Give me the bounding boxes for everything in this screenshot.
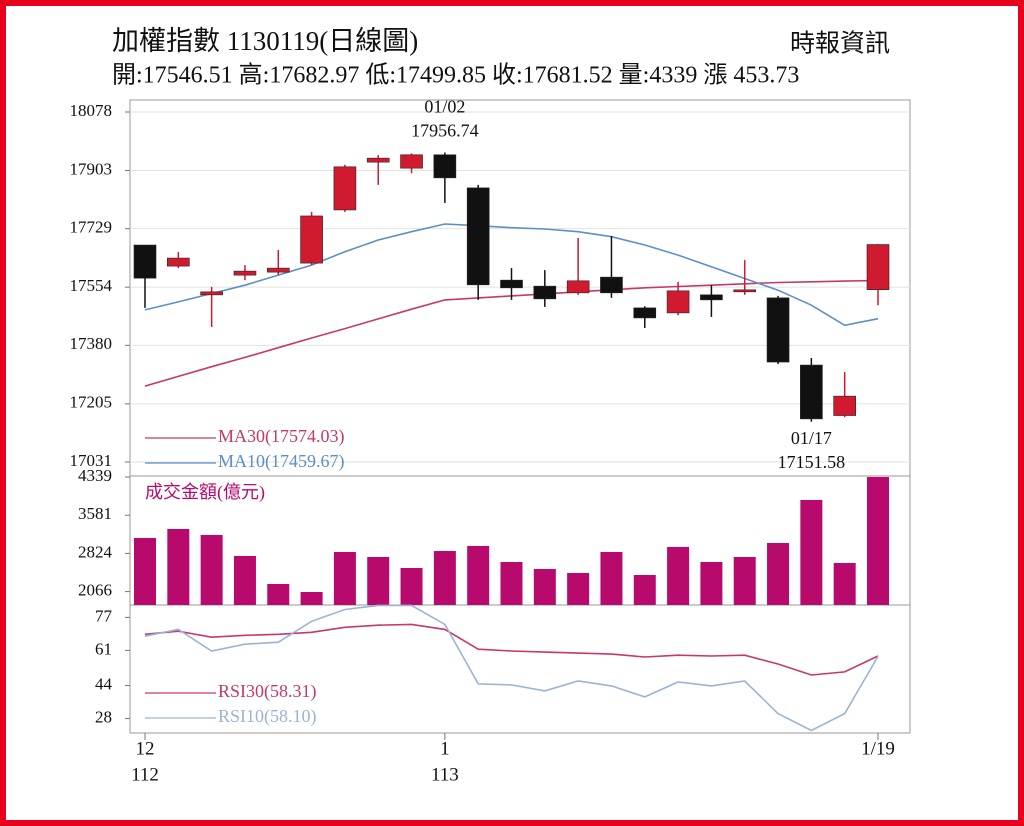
- bar: [300, 591, 323, 605]
- candle-body: [500, 279, 523, 289]
- bar: [867, 477, 889, 605]
- x-tick-label: 12: [136, 738, 155, 759]
- y-tick-label: 17205: [70, 393, 113, 412]
- y-tick-label: 17554: [70, 276, 113, 295]
- subtitle: 開:17546.51 高:17682.97 低:17499.85 收:17681…: [112, 62, 799, 89]
- candle-body: [600, 276, 623, 294]
- candle-body: [167, 257, 190, 267]
- legend-label: MA30(17574.03): [218, 426, 345, 447]
- candle-body: [633, 307, 657, 319]
- candle-body: [666, 290, 690, 314]
- bar: [433, 551, 456, 605]
- bar: [800, 499, 823, 605]
- chart-title: 加權指數 1130119(日線圖): [112, 26, 418, 56]
- x-year-label: 112: [131, 764, 159, 785]
- bar: [733, 557, 756, 605]
- candle-body: [866, 244, 890, 290]
- bar: [267, 583, 290, 605]
- bar: [700, 561, 723, 605]
- y-tick-label: 44: [95, 674, 113, 693]
- y-tick-label: 77: [95, 606, 113, 625]
- bar: [567, 572, 590, 605]
- annotation-value: 17151.58: [778, 452, 846, 472]
- y-tick-label: 28: [95, 707, 112, 726]
- y-tick-label: 17380: [70, 334, 113, 353]
- bar: [500, 561, 523, 605]
- y-tick-label: 2066: [78, 580, 112, 599]
- bar: [667, 546, 690, 605]
- line: [144, 623, 879, 676]
- annotation-value: 17956.74: [411, 121, 479, 141]
- candle-body: [766, 297, 790, 363]
- bar: [400, 567, 423, 605]
- candle-body: [533, 285, 557, 300]
- y-tick-label: 61: [95, 639, 112, 658]
- y-tick-label: 2824: [78, 542, 113, 561]
- bar: [333, 551, 356, 605]
- legend-label: RSI30(58.31): [218, 681, 317, 702]
- candle-body: [200, 291, 223, 296]
- y-tick-label: 17031: [70, 451, 113, 470]
- candle-body: [800, 364, 823, 420]
- candle-body: [233, 270, 257, 276]
- plot-frame: [129, 99, 911, 734]
- legend-label: RSI10(58.10): [218, 706, 317, 727]
- bar: [467, 545, 490, 605]
- candle-body: [833, 395, 856, 416]
- candle-body: [566, 280, 590, 294]
- candle-body: [733, 289, 757, 293]
- bar: [134, 538, 156, 605]
- y-tick-label: 3581: [78, 504, 112, 523]
- y-tick-label: 4339: [78, 466, 112, 485]
- candle-body: [366, 157, 390, 163]
- candle-body: [333, 166, 357, 211]
- source: 時報資訊: [790, 30, 890, 58]
- y-tick-label: 17729: [70, 218, 113, 237]
- panel-label: 成交金額(億元): [145, 482, 265, 503]
- bar: [833, 563, 856, 605]
- bar: [633, 575, 656, 605]
- bar: [200, 534, 223, 605]
- candle-body: [433, 154, 457, 179]
- bar: [767, 542, 790, 605]
- y-tick-label: 17903: [70, 159, 113, 178]
- candle-body: [466, 187, 490, 286]
- bar: [367, 557, 390, 605]
- candle-body: [300, 215, 323, 264]
- x-tick-label: 1/19: [861, 738, 895, 759]
- legend-label: MA10(17459.67): [218, 451, 345, 472]
- candle-body: [133, 244, 157, 279]
- x-tick-label: 1: [440, 738, 450, 759]
- bar: [533, 569, 556, 605]
- annotation-date: 01/02: [424, 97, 465, 117]
- bar: [233, 555, 256, 605]
- y-tick-label: 18078: [70, 101, 113, 120]
- line: [144, 604, 879, 732]
- line: [144, 223, 879, 327]
- annotation-date: 01/17: [791, 428, 832, 448]
- bar: [600, 551, 623, 605]
- candle-body: [400, 154, 423, 169]
- candle-body: [266, 267, 290, 273]
- x-year-label: 113: [431, 764, 459, 785]
- bar: [167, 528, 190, 605]
- candle-body: [700, 294, 723, 301]
